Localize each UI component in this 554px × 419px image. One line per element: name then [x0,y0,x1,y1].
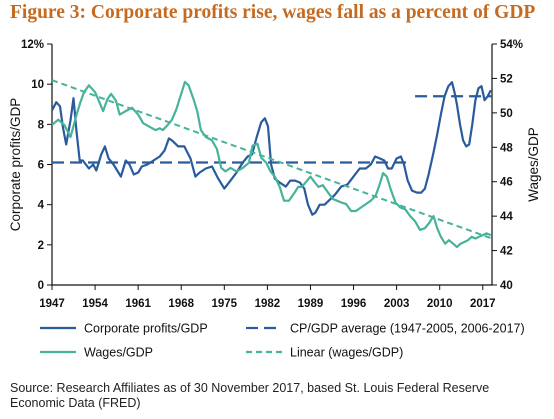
x-tick-label: 1982 [255,298,281,310]
legend-label-cp-gdp-average-1947-2005-2006-2017: CP/GDP average (1947-2005, 2006-2017) [290,322,525,336]
y-tick-label: 2 [38,240,44,252]
y2-tick-label: 46 [500,177,513,189]
x-tick-label: 2017 [470,298,496,310]
x-tick-label: 2003 [384,298,410,310]
corporate-profits-gdp-line [51,81,492,216]
y2-axis-title: Wages/GDP [526,127,541,202]
x-tick-label: 1968 [168,298,194,310]
y2-tick-label: 52 [500,73,513,85]
legend-label-wages-gdp: Wages/GDP [84,346,153,360]
y2-tick-label: 40 [500,280,513,292]
series-layer [51,79,493,249]
legend: Corporate profits/GDP CP/GDP average (194… [40,322,525,360]
y2-tick-label: 50 [500,108,513,120]
x-tick-label: 1975 [212,298,238,310]
x-tick-label: 1947 [39,298,65,310]
y-tick-label: 6 [38,160,44,172]
y2-tick-label: 44 [500,211,513,223]
y-tick-label: 4 [38,200,45,212]
y2-tick-label: 42 [500,246,513,258]
y-tick-label: 10 [31,79,44,91]
x-tick-label: 1961 [125,298,151,310]
y2-tick-label: 54% [500,39,523,51]
source-note: Source: Research Affiliates as of 30 Nov… [10,381,490,410]
chart-title: Figure 3: Corporate profits rise, wages … [10,2,536,23]
x-tick-label: 2010 [427,298,453,310]
x-tick-label: 1954 [82,298,108,310]
legend-label-corporate-profits-gdp: Corporate profits/GDP [84,322,208,336]
linear-wages-gdp-line [51,79,493,240]
wages-gdp-line [51,80,492,249]
y-tick-label: 12% [21,39,44,51]
y-tick-label: 0 [38,280,44,292]
legend-label-linear-wages-gdp: Linear (wages/GDP) [290,346,403,360]
y2-tick-label: 48 [500,142,513,154]
x-tick-label: 1996 [341,298,367,310]
x-tick-label: 1989 [298,298,324,310]
y-tick-label: 8 [38,119,45,131]
y-axis-title: Corporate profits/GDP [8,98,23,232]
